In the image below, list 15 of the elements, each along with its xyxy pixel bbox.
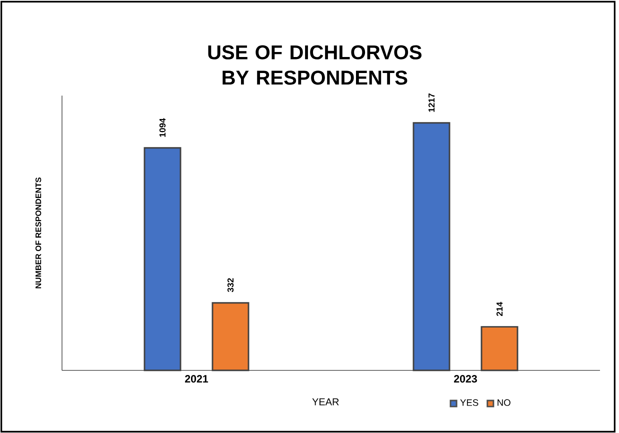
bar bbox=[412, 122, 450, 372]
x-axis-title: YEAR bbox=[312, 398, 339, 406]
data-label: 214 bbox=[496, 302, 503, 316]
legend-label: NO bbox=[498, 399, 510, 406]
legend-label: YES bbox=[460, 399, 478, 406]
bar bbox=[144, 147, 182, 372]
data-label: 332 bbox=[227, 278, 234, 292]
bar bbox=[212, 302, 250, 372]
chart-title: USE OF DICHLORVOS BY RESPONDENTS bbox=[208, 45, 422, 85]
x-tick-label: 2023 bbox=[454, 375, 477, 383]
y-axis-title: NUMBER OF RESPONDENTS bbox=[35, 178, 42, 288]
data-label: 1094 bbox=[159, 118, 166, 137]
x-tick-label: 2021 bbox=[185, 375, 208, 383]
bar bbox=[480, 326, 518, 372]
data-label: 1217 bbox=[428, 93, 435, 112]
